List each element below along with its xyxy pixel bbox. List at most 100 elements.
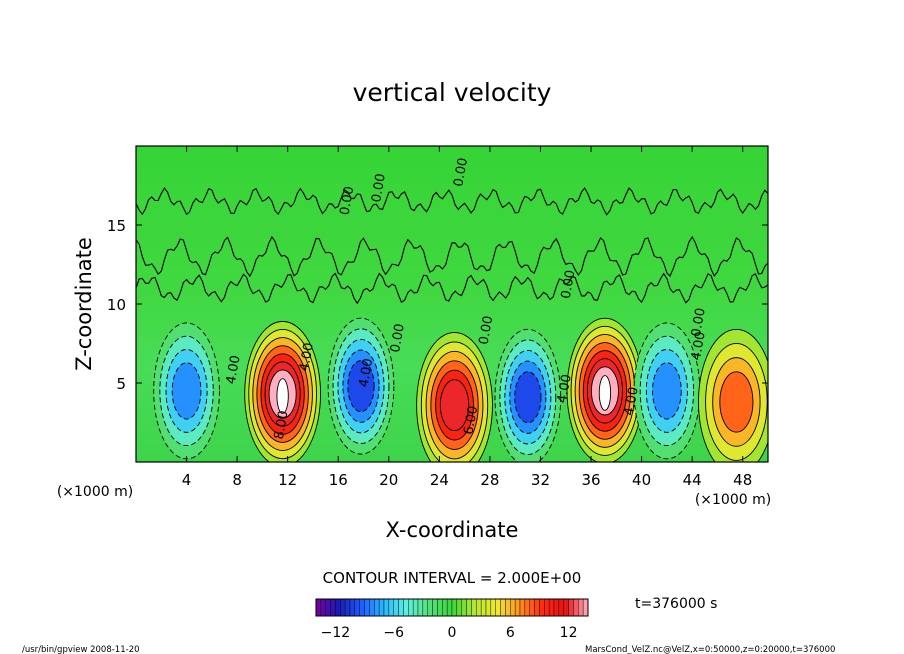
zero-contour-line <box>136 272 768 305</box>
updraft-core <box>598 375 612 411</box>
y-axis-label: Z-coordinate <box>72 237 96 371</box>
contour-label: 4.00 <box>689 330 709 361</box>
x-tick-label: 28 <box>480 471 499 489</box>
updraft-cell <box>244 320 321 462</box>
updraft-cell <box>416 332 493 462</box>
x-tick-label: 8 <box>232 471 242 489</box>
x-tick-label: 40 <box>632 471 651 489</box>
contour-label: 4.00 <box>297 342 317 373</box>
colorbar-segment <box>427 598 433 617</box>
colorbar-segment <box>485 598 492 617</box>
x-axis-label: X-coordinate <box>386 518 519 542</box>
downdraft-cell <box>494 328 562 462</box>
y-tick-label: 15 <box>107 217 126 235</box>
colorbar-segment <box>437 598 443 617</box>
colorbar-segment <box>480 598 487 617</box>
colorbar-segment <box>320 598 326 617</box>
colorbar-segment <box>548 598 555 617</box>
colorbar-tick-label: 0 <box>448 625 457 641</box>
colorbar-tick-label: 12 <box>560 625 578 641</box>
velocity-field <box>136 187 768 462</box>
x-tick-label: 20 <box>379 471 398 489</box>
colorbar-segment <box>500 598 506 617</box>
x-axis: 4 8 12 16 20 24 28 32 36 40 44 48 <box>182 146 752 489</box>
contour-label: 0.00 <box>689 307 709 338</box>
colorbar-segment <box>568 598 574 617</box>
downdraft-contour <box>514 371 542 424</box>
colorbar-segment <box>335 598 341 617</box>
downdraft-contour <box>347 360 375 413</box>
colorbar-segment <box>422 598 428 617</box>
colorbar-segment <box>340 598 346 617</box>
zero-contours <box>136 187 768 305</box>
colorbar-segment <box>344 598 351 617</box>
colorbar-segment <box>553 598 560 617</box>
x-tick-label: 44 <box>683 471 702 489</box>
contour-label: 8.00 <box>272 409 292 440</box>
colorbar-segment <box>446 598 453 617</box>
x-tick-label: 16 <box>329 471 348 489</box>
contour-labels: 0.00 0.000.000.000.00 0.00 0.004.00 4.004.00… <box>224 157 709 441</box>
colorbar-segment <box>534 598 540 617</box>
zero-contour-line <box>136 187 768 216</box>
updraft-core <box>276 378 289 414</box>
colorbar-segment <box>330 598 336 617</box>
downdraft-cell <box>327 317 395 455</box>
colorbar-segment <box>563 598 569 617</box>
colorbar-segment <box>403 598 409 617</box>
y-tick-label: 10 <box>107 296 126 314</box>
colorbar-segment <box>495 598 501 617</box>
contour-label: 4.00 <box>224 354 244 385</box>
contour-label: 4.00 <box>555 373 575 404</box>
colorbar-segment <box>466 598 472 617</box>
colorbar-tick-label: −12 <box>321 625 351 641</box>
contour-label: 0.00 <box>451 157 471 188</box>
downdraft-cell <box>153 322 220 460</box>
x-tick-label: 36 <box>581 471 600 489</box>
colorbar-segment <box>374 598 380 617</box>
colorbar-tick-label: 6 <box>506 625 515 641</box>
x-tick-label: 24 <box>430 471 449 489</box>
colorbar-segment <box>354 598 360 617</box>
colorbar-segment <box>325 598 331 617</box>
colorbar-segment <box>490 598 496 617</box>
colorbar-segment <box>442 598 448 617</box>
chart-title: vertical velocity <box>353 78 552 107</box>
zero-contour-line <box>136 235 768 278</box>
contour-interval-label: CONTOUR INTERVAL = 2.000E+00 <box>323 569 582 587</box>
colorbar-segment <box>383 598 390 617</box>
colorbar-segment <box>393 598 399 617</box>
contour-label: 0.00 <box>559 269 579 300</box>
footer-left: /usr/bin/gpview 2008-11-20 <box>22 645 140 654</box>
contour-label: 0.00 <box>477 315 497 346</box>
contour-label: 6.00 <box>461 405 481 436</box>
colorbar-segment <box>451 598 458 617</box>
colorbar-segment <box>432 598 438 617</box>
colorbar-frame <box>315 598 589 617</box>
x-unit-label-left: (×1000 m) <box>57 484 133 500</box>
colorbar-segment <box>510 598 516 617</box>
colorbar-segment <box>378 598 385 617</box>
colorbar-segment <box>408 598 414 617</box>
footer-right: MarsCond_VelZ.nc@VelZ,x=0:50000,z=0:2000… <box>585 645 835 654</box>
colorbar-segment <box>573 598 579 617</box>
updraft-cell <box>698 328 768 462</box>
colorbar-segment <box>529 598 535 617</box>
colorbar: −12 −6 0 6 12 <box>315 598 589 641</box>
colorbar-segment <box>412 598 419 617</box>
colorbar-segment <box>461 598 467 617</box>
updraft-cell <box>566 317 644 462</box>
colorbar-segment <box>398 598 404 617</box>
x-tick-label: 12 <box>278 471 297 489</box>
colorbar-tick-label: −6 <box>383 625 404 641</box>
x-tick-label: 48 <box>733 471 752 489</box>
colorbar-segment <box>476 598 482 617</box>
updraft-contour <box>439 379 470 432</box>
contour-label: 0.00 <box>338 185 358 216</box>
colorbar-segment <box>315 598 322 617</box>
colorbar-segment <box>471 598 477 617</box>
colorbar-segment <box>514 598 521 617</box>
contour-label: 4.00 <box>356 357 376 388</box>
colorbar-segment <box>519 598 526 617</box>
